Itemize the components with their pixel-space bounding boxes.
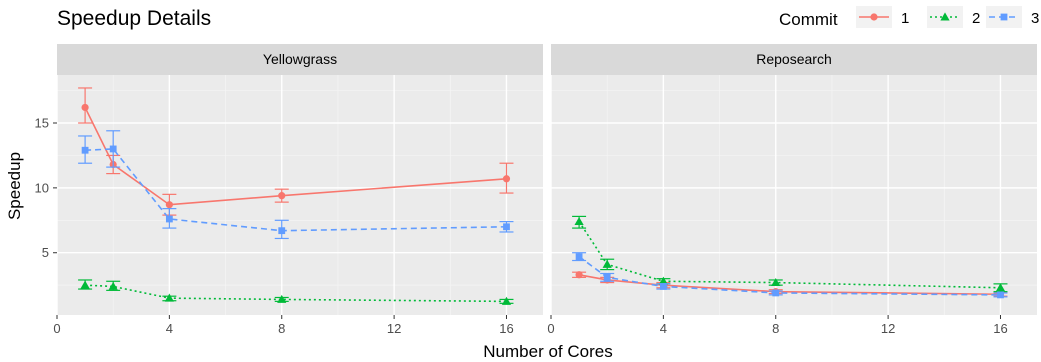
data-point xyxy=(502,175,511,183)
data-point xyxy=(277,294,287,303)
legend-label: 3 xyxy=(1031,10,1039,27)
plot-background xyxy=(551,75,1037,315)
data-point xyxy=(771,277,781,287)
data-point xyxy=(603,273,611,281)
x-tick-label: 4 xyxy=(166,321,173,336)
legend-key-marker xyxy=(1000,13,1008,21)
y-axis-label: Speedup xyxy=(5,152,24,220)
legend-label: 2 xyxy=(972,10,980,27)
series-line xyxy=(85,148,507,232)
grid xyxy=(550,75,1037,315)
data-point xyxy=(165,215,173,223)
data-point xyxy=(772,289,780,297)
data-point xyxy=(108,281,118,290)
panel-reposearch: Reposearch 0 4 8 12 16 xyxy=(547,44,1037,336)
data-point xyxy=(501,296,512,305)
facet-strip xyxy=(57,44,543,75)
data-point xyxy=(658,276,668,285)
data-point xyxy=(503,223,510,231)
y-tick-label: 5 xyxy=(42,245,49,260)
data-point xyxy=(574,216,584,226)
series-3 xyxy=(572,252,1008,299)
facet-label: Reposearch xyxy=(756,51,832,67)
x-tick-label: 12 xyxy=(881,321,895,336)
chart-title: Speedup Details xyxy=(57,7,211,30)
legend-label: 1 xyxy=(901,10,909,27)
y-tick-label: 10 xyxy=(35,180,49,195)
x-tick-label: 12 xyxy=(387,321,401,336)
x-tick-label: 4 xyxy=(660,321,667,336)
data-point xyxy=(80,280,90,289)
data-point xyxy=(278,192,286,200)
y-tick-label: 15 xyxy=(35,116,49,131)
data-point xyxy=(81,146,89,154)
legend-key-marker xyxy=(870,13,878,21)
x-tick-label: 16 xyxy=(993,321,1007,336)
data-point xyxy=(995,283,1006,292)
data-point xyxy=(165,201,173,209)
data-point xyxy=(602,259,612,268)
x-tick-label: 0 xyxy=(547,321,554,336)
legend-key-marker xyxy=(940,12,950,21)
legend-item-3: 3 xyxy=(986,6,1039,28)
x-axis-label: Number of Cores xyxy=(483,342,612,361)
x-tick-label: 8 xyxy=(772,321,779,336)
data-point xyxy=(659,283,667,290)
legend-item-1: 1 xyxy=(856,6,909,28)
data-point xyxy=(575,253,583,261)
x-tick-label: 0 xyxy=(53,321,60,336)
x-tick-label: 16 xyxy=(499,321,513,336)
legend-item-2: 2 xyxy=(927,6,980,28)
panel-yellowgrass: Yellowgrass 0 4 8 12 16 5 10 15 xyxy=(35,44,543,336)
data-point xyxy=(278,227,286,235)
data-point xyxy=(575,271,583,279)
series-3 xyxy=(78,130,514,240)
facet-label: Yellowgrass xyxy=(263,51,337,67)
legend-title: Commit xyxy=(779,10,838,29)
series-2 xyxy=(572,215,1008,293)
data-point xyxy=(81,103,89,112)
data-point xyxy=(997,291,1004,299)
legend: Commit 1 2 3 xyxy=(779,6,1039,29)
data-point xyxy=(164,293,174,302)
series-2 xyxy=(78,279,514,305)
x-tick-label: 8 xyxy=(278,321,285,336)
data-point xyxy=(109,145,117,153)
facet-strip xyxy=(551,44,1037,75)
